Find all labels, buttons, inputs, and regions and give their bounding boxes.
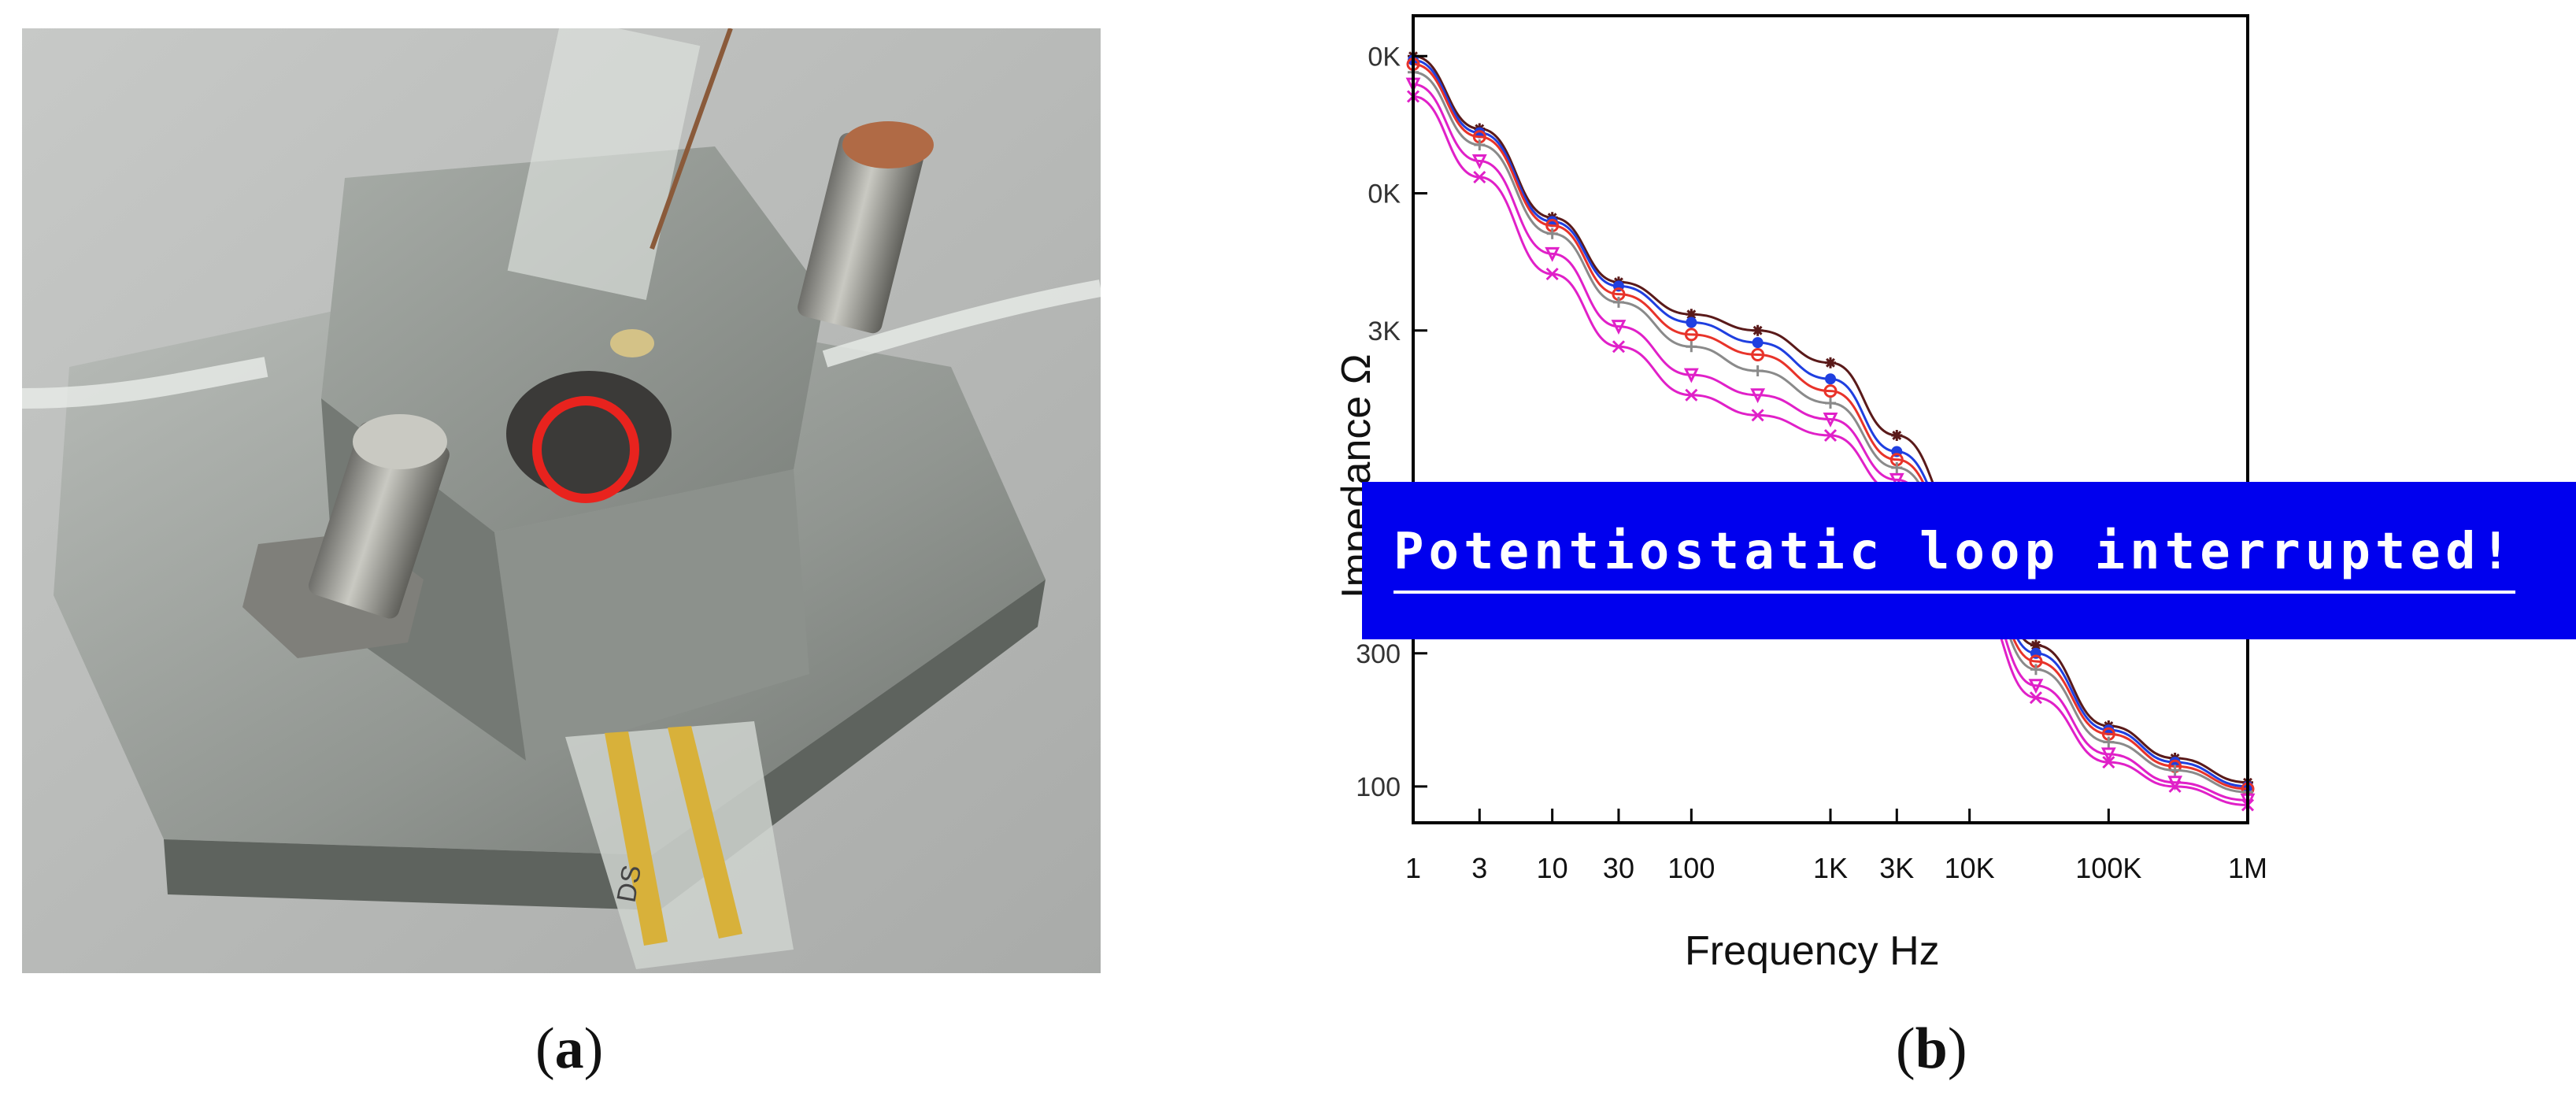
series-5-point-11	[2168, 779, 2182, 793]
series-4-point-7	[1889, 472, 1904, 488]
series-4-point-6	[1823, 413, 1838, 428]
caption-b: (b)	[1896, 1016, 1967, 1081]
series-2-point-5	[1751, 348, 1765, 361]
series-line-2	[1412, 63, 2248, 791]
gold-strip-2	[668, 726, 742, 939]
x-tick-label-9: 1M	[2228, 852, 2267, 884]
reference-wire	[650, 27, 733, 250]
series-4-point-1	[1471, 154, 1487, 169]
series-5-point-3	[1612, 340, 1626, 354]
x-tick-label-0: 1	[1405, 852, 1421, 884]
x-axis: 1 3 10 30 100 1K 3K 10K 100K 1M	[1405, 809, 2267, 884]
y-tick-label-1: 0K	[1368, 180, 1401, 209]
series-0-point-9	[2030, 639, 2041, 651]
series-0-point-4	[1686, 309, 1697, 320]
series-0-point-5	[1752, 324, 1764, 336]
counter-electrode	[610, 329, 654, 357]
series-4-point-4	[1683, 368, 1699, 383]
impedance-chart: 1 3 10 30 100 1K 3K 10K 100K 1M 0K 0K 3K 300 100 Freq…	[1307, 0, 2576, 1047]
series-5-point-5	[1751, 409, 1764, 422]
x-tick-label-8: 100K	[2075, 852, 2141, 884]
series-4-point-9	[2028, 679, 2044, 694]
series-line-5	[1412, 95, 2248, 806]
series-5-point-2	[1545, 267, 1559, 281]
series-2-point-4	[1684, 328, 1698, 342]
y-tick-label-2: 3K	[1368, 317, 1401, 346]
series-3-point-9	[2030, 664, 2041, 676]
series-3-point-5	[1752, 365, 1764, 376]
gold-strip-1	[605, 731, 668, 946]
series-3-point-2	[1546, 228, 1558, 239]
series-line-3	[1412, 71, 2248, 794]
series-1-point-4	[1686, 317, 1697, 328]
series-5-point-4	[1685, 388, 1698, 402]
series-3-point-1	[1474, 139, 1486, 150]
bolt-right	[798, 132, 923, 334]
highlight-ring	[532, 396, 639, 503]
x-axis-label: Frequency Hz	[1685, 928, 1940, 974]
series-4-point-3	[1611, 320, 1627, 335]
series-5-point-10	[2102, 756, 2115, 769]
series-4-point-2	[1545, 246, 1560, 262]
y-tick-label-0: 0K	[1368, 42, 1401, 72]
x-tick-label-2: 10	[1537, 852, 1568, 884]
x-tick-label-6: 3K	[1879, 852, 1914, 884]
y-tick-label-3: 300	[1356, 639, 1401, 669]
caption-a-letter: a	[554, 1016, 584, 1081]
series-4-point-10	[2100, 747, 2116, 763]
x-tick-label-4: 100	[1667, 852, 1715, 884]
series-line-0	[1412, 54, 2248, 784]
y-tick-label-4: 100	[1356, 772, 1401, 802]
series-3-point-4	[1686, 341, 1697, 353]
y-axis: 0K 0K 3K 300 100	[1356, 42, 1427, 802]
series-line-4	[1412, 83, 2248, 802]
series-5-point-9	[2029, 691, 2043, 705]
series-3-point-11	[2169, 765, 2181, 776]
error-banner: Potentiostatic loop interrupted!	[1362, 482, 2576, 639]
bolt-left-head	[353, 414, 447, 469]
tube-left	[21, 357, 268, 409]
series-1-point-6	[1825, 373, 1836, 385]
series-4-point-5	[1750, 388, 1766, 404]
cell-photo-svg: DS	[21, 16, 1102, 973]
series-3-point-3	[1612, 296, 1624, 308]
cell-photograph: DS	[21, 16, 1102, 973]
acrylic-block-top	[321, 146, 825, 532]
series-line-1	[1412, 58, 2248, 788]
series-0-point-7	[1891, 430, 1903, 441]
x-tick-label-5: 1K	[1813, 852, 1848, 884]
bolt-left	[308, 421, 450, 619]
acrylic-block-front	[494, 469, 809, 761]
base-plate-front	[164, 579, 1046, 910]
error-banner-text: Potentiostatic loop interrupted!	[1393, 523, 2515, 594]
plot-marks	[1405, 50, 2256, 812]
x-tick-label-3: 30	[1603, 852, 1634, 884]
bolt-right-copper-head	[842, 121, 934, 168]
series-3-point-6	[1825, 398, 1836, 409]
series-3-point-7	[1891, 462, 1903, 473]
series-5-point-6	[1823, 428, 1838, 442]
series-0-point-6	[1825, 357, 1836, 368]
series-5-point-1	[1473, 170, 1486, 184]
series-1-point-11	[2169, 757, 2181, 768]
series-1-point-5	[1752, 337, 1764, 349]
substrate-label: DS	[612, 863, 648, 905]
sample-well	[506, 371, 672, 497]
reference-electrode-tube	[507, 16, 701, 300]
x-tick-label-1: 3	[1471, 852, 1487, 884]
x-tick-label-7: 10K	[1945, 852, 1995, 884]
tube-right	[822, 280, 1102, 368]
series-3-point-10	[2103, 736, 2115, 748]
chart-svg: 1 3 10 30 100 1K 3K 10K 100K 1M 0K 0K 3K 300 100 Freq…	[1334, 14, 2267, 974]
caption-b-letter: b	[1915, 1016, 1948, 1081]
series-2-point-6	[1823, 384, 1838, 398]
caption-a: (a)	[535, 1016, 604, 1081]
